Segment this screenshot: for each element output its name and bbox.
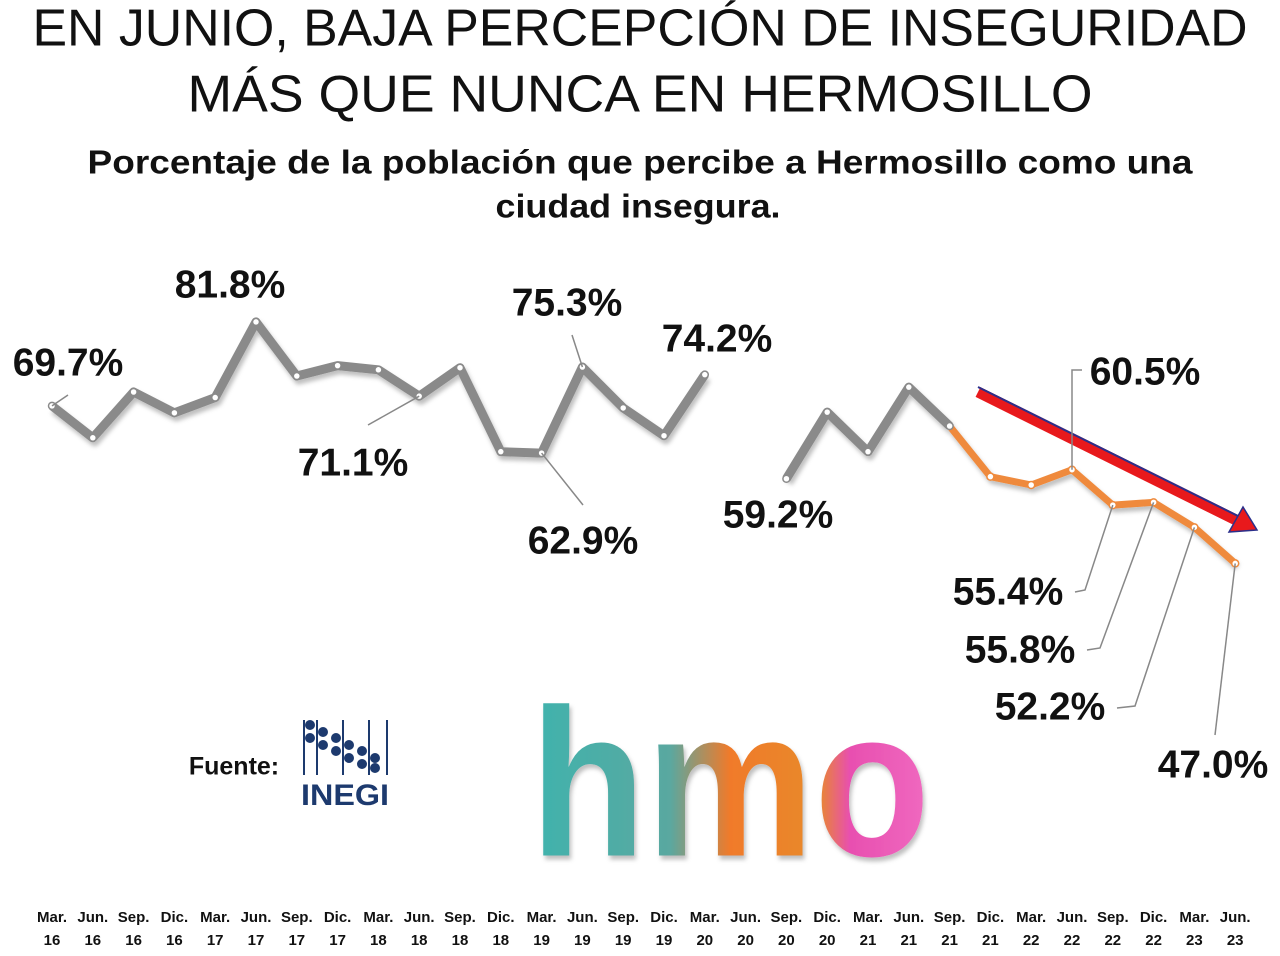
chart-title: MÁS QUE NUNCA EN HERMOSILLO (188, 66, 1093, 124)
data-label: 52.2% (995, 685, 1106, 728)
x-tick-label: Mar. 23 (1179, 909, 1210, 949)
data-label: 75.3% (512, 281, 623, 324)
x-tick-label: Sep. 16 (117, 909, 150, 949)
point (659, 431, 669, 440)
x-tick-label: Sep. 18 (444, 909, 476, 949)
data-label: 47.0% (1158, 743, 1269, 786)
x-tick-label: Jun. 19 (566, 909, 598, 949)
leader-line (51, 394, 69, 407)
x-tick-label: Sep. 19 (607, 909, 640, 949)
leader-line (1214, 563, 1236, 736)
leader-line (1074, 504, 1114, 593)
line-series (49, 317, 709, 458)
point (822, 407, 832, 417)
line-series (782, 382, 953, 482)
point (945, 421, 954, 431)
leader-line (1071, 369, 1082, 470)
x-tick-label: Dic. 22 (1139, 909, 1168, 949)
trend-arrow-edge (977, 386, 1239, 517)
point (374, 365, 383, 375)
x-tick-label: Mar. 17 (200, 909, 231, 949)
point (1026, 480, 1036, 490)
x-tick-label: Mar. 16 (36, 909, 67, 949)
point (88, 433, 98, 443)
data-label: 74.2% (662, 317, 773, 360)
x-tick-label: Dic. 18 (487, 909, 515, 949)
point (129, 387, 138, 397)
point (333, 361, 342, 370)
leader-line (1086, 502, 1155, 651)
data-label: 59.2% (723, 493, 834, 536)
trend-arrow-line (975, 387, 1241, 526)
x-tick-label: Jun. 20 (730, 909, 762, 949)
x-tick-label: Mar. 19 (526, 909, 557, 949)
point (700, 370, 710, 379)
x-tick-label: Jun. 23 (1219, 909, 1251, 949)
source-logo: INEGI (301, 779, 389, 812)
data-label: 55.8% (965, 628, 1076, 671)
x-tick-label: Dic. 21 (976, 909, 1005, 949)
point (863, 447, 873, 456)
x-tick-label: Mar. 21 (852, 909, 883, 949)
data-label: 71.1% (298, 441, 409, 484)
data-label: 69.7% (13, 341, 124, 384)
point (170, 408, 179, 418)
x-tick-label: Dic. 16 (160, 909, 189, 949)
trend-arrow (975, 386, 1259, 533)
chart-subtitle: Porcentaje de la población que percibe a… (88, 144, 1194, 181)
x-tick-label: Sep. 22 (1096, 909, 1129, 949)
line-series (946, 423, 1238, 567)
x-tick-label: Sep. 20 (770, 909, 803, 949)
trend-arrow-head (1227, 505, 1259, 533)
point (210, 393, 220, 402)
x-tick-label: Dic. 20 (813, 909, 841, 949)
data-label: 81.8% (175, 263, 286, 306)
point (618, 403, 628, 413)
inegi-dots (303, 720, 388, 775)
x-tick-label: Sep. 17 (280, 909, 313, 949)
x-tick-label: Dic. 19 (650, 909, 678, 949)
x-tick-label: Jun. 21 (893, 909, 925, 949)
leader-line (541, 452, 584, 506)
leader-line (571, 334, 584, 368)
leader-line (367, 395, 420, 426)
x-tick-label: Jun. 17 (240, 909, 272, 949)
data-label: 62.9% (528, 519, 639, 562)
x-tick-label: Mar. 22 (1016, 909, 1047, 949)
point (292, 371, 302, 381)
chart-title: EN JUNIO, BAJA PERCEPCIÓN DE INSEGURIDAD (33, 0, 1248, 58)
point (904, 382, 914, 392)
point (455, 363, 465, 372)
source-label: Fuente: (189, 753, 279, 781)
point (782, 474, 791, 484)
leader-line (1116, 527, 1196, 709)
x-tick-label: Mar. 18 (363, 909, 394, 949)
x-tick-label: Jun. 22 (1056, 909, 1088, 949)
point (251, 317, 261, 327)
x-tick-label: Mar. 20 (689, 909, 720, 949)
chart-subtitle: ciudad insegura. (496, 188, 781, 225)
data-label: 60.5% (1090, 350, 1201, 393)
point (986, 472, 995, 481)
x-tick-label: Sep. 21 (933, 909, 966, 949)
brand-logo: hmo (530, 665, 930, 900)
x-tick-label: Jun. 18 (403, 909, 435, 949)
data-label: 55.4% (953, 570, 1064, 613)
point (496, 447, 506, 456)
x-tick-label: Jun. 16 (77, 909, 109, 949)
x-tick-label: Dic. 17 (323, 909, 352, 949)
